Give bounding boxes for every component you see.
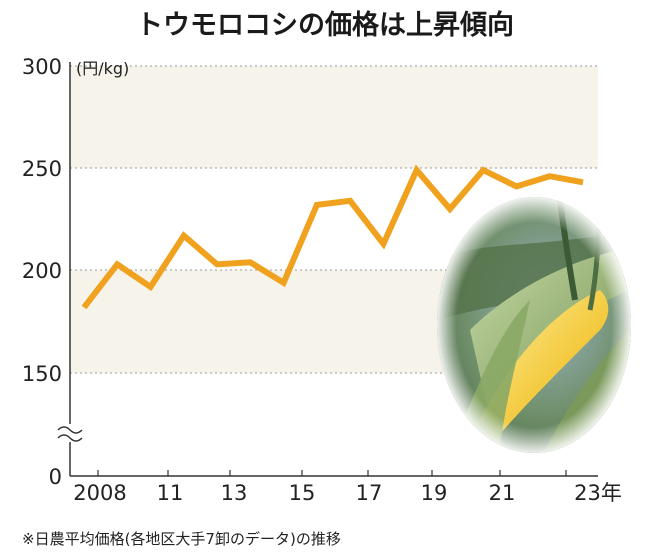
x-tick-23: 23年: [574, 481, 622, 505]
plot-band-upper: [70, 66, 598, 168]
x-tick-21: 21: [489, 481, 516, 505]
y-tick-0: 0: [49, 465, 62, 489]
y-tick-labels: 300 250 200 150 0: [22, 55, 62, 489]
corn-photo: [437, 197, 631, 453]
chart-title: トウモロコシの価格は上昇傾向: [136, 9, 514, 41]
axis-break-icon: [57, 426, 83, 442]
y-tick-300: 300: [22, 55, 62, 79]
y-tick-150: 150: [22, 362, 62, 386]
x-tick-11: 11: [157, 481, 184, 505]
y-tick-250: 250: [22, 157, 62, 181]
series-layer: [81, 164, 584, 310]
y-tick-200: 200: [22, 259, 62, 283]
x-tick-15: 15: [289, 481, 316, 505]
x-tick-19: 19: [421, 481, 448, 505]
x-tick-2008: 2008: [73, 481, 126, 505]
x-tick-13: 13: [221, 481, 248, 505]
price-series-line: [81, 164, 584, 310]
x-tick-marks: [97, 470, 567, 476]
footnote: ※日農平均価格(各地区大手7卸のデータ)の推移: [22, 530, 341, 548]
x-tick-labels: 2008 11 13 15 17 19 21 23年: [73, 481, 622, 505]
unit-label: (円/kg): [76, 59, 129, 78]
x-tick-17: 17: [356, 481, 383, 505]
